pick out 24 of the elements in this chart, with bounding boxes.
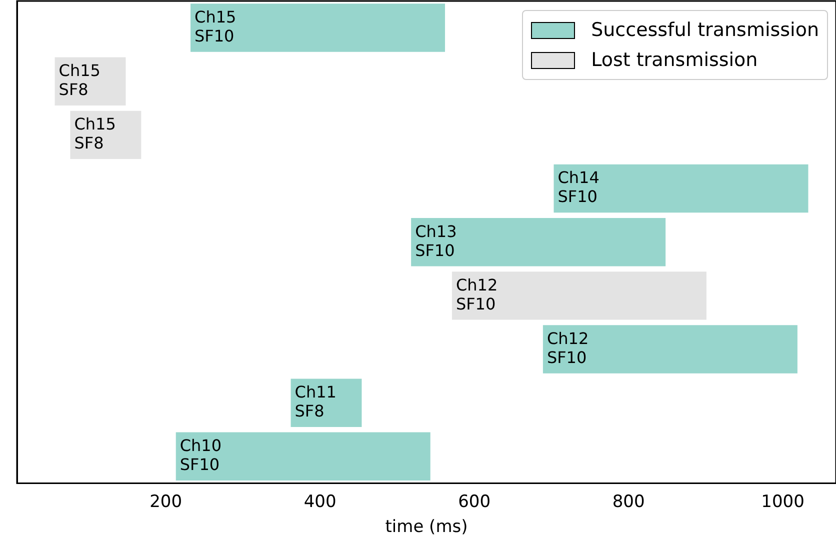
bar [176,432,430,481]
data-label: Ch10 SF10 [180,436,222,474]
bar [411,218,666,266]
data-label: Ch12 SF10 [456,275,498,314]
legend-label: Successful transmission [591,19,819,41]
x-tick-label: 200 [150,492,182,512]
data-label: Ch14 SF10 [558,168,600,206]
bar [452,272,706,320]
bar [554,164,808,213]
x-tick-label: 800 [612,492,645,512]
bar [290,378,362,427]
data-label: Ch12 SF10 [546,328,589,367]
data-label: Ch15 SF8 [58,61,100,100]
x-tick-label: 600 [458,492,491,512]
data-label: Ch11 SF8 [294,382,336,420]
x-tick-label: 1000 [761,492,804,512]
bar [542,325,798,374]
bar [190,4,446,52]
data-label: Ch13 SF10 [415,222,457,260]
data-label: Ch15 SF10 [194,7,236,46]
x-tick-label: 400 [304,492,336,512]
x-axis-title: time (ms) [385,517,468,538]
data-label: Ch15 SF8 [74,114,116,153]
legend-label: Lost transmission [591,49,758,71]
